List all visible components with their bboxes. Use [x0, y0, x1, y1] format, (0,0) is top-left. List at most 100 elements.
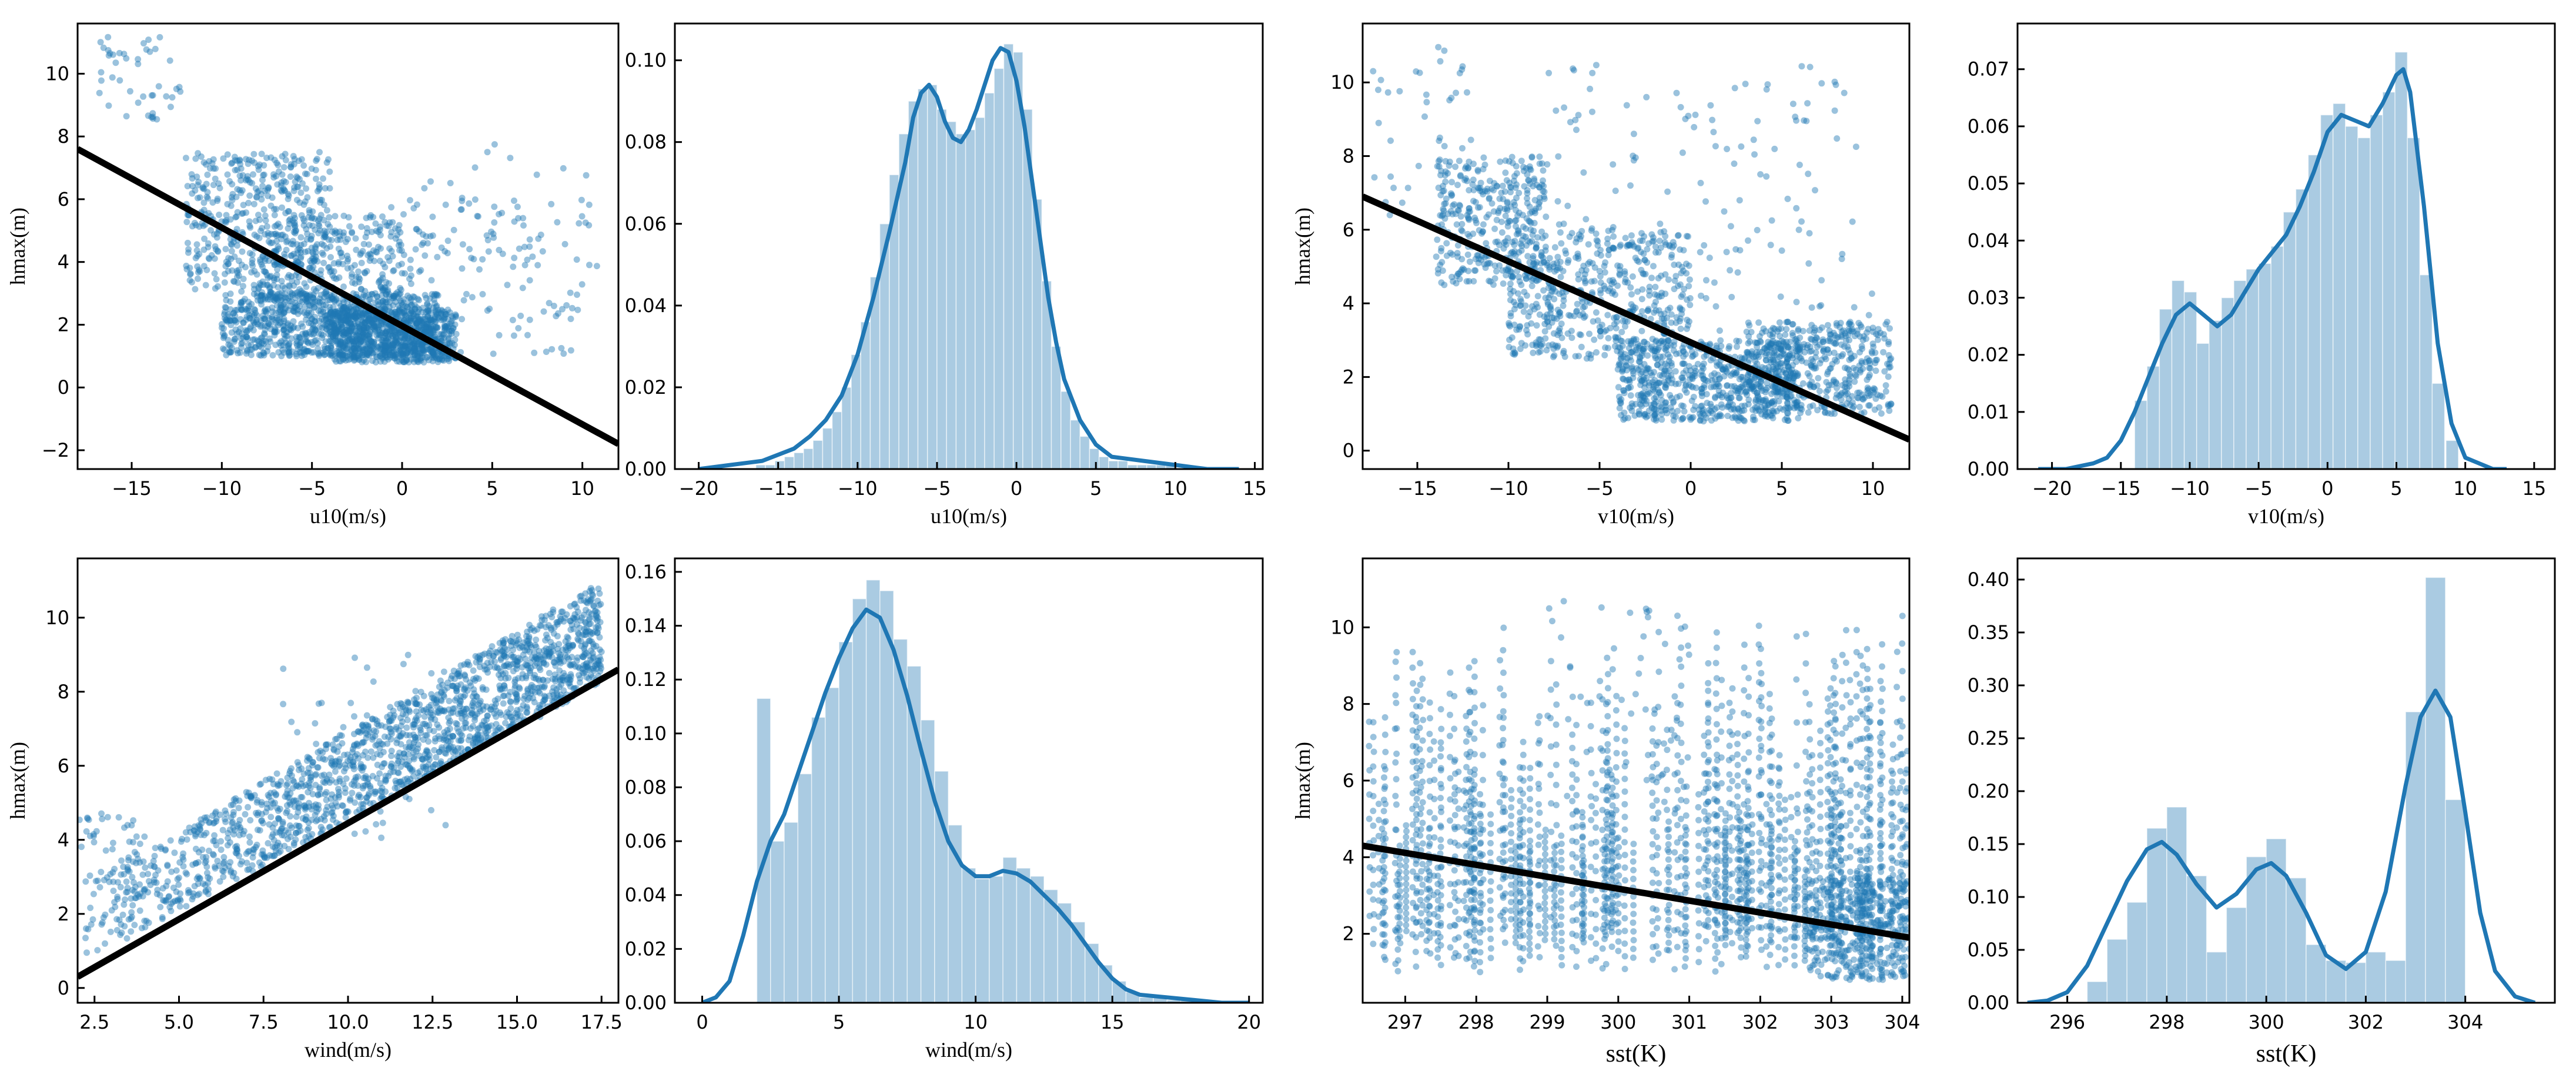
scatter-point — [1655, 340, 1662, 347]
scatter-point — [367, 322, 374, 328]
scatter-point — [1823, 388, 1830, 395]
scatter-point — [1604, 240, 1611, 247]
scatter-point — [559, 306, 566, 313]
scatter-point — [344, 256, 352, 263]
scatter-point — [1792, 342, 1799, 349]
scatter-point — [442, 201, 449, 208]
scatter-point — [1601, 263, 1608, 270]
scatter-point — [135, 99, 142, 106]
scatter-point — [228, 255, 235, 262]
scatter-point — [1480, 221, 1487, 228]
scatter-point — [279, 153, 286, 160]
scatter-point — [271, 332, 278, 339]
scatter-point — [1454, 250, 1461, 257]
scatter-point — [1538, 253, 1545, 260]
x-tick-label: 5 — [486, 477, 498, 500]
scatter-point — [419, 319, 426, 326]
scatter-point — [1844, 385, 1851, 392]
scatter-point — [354, 320, 362, 327]
scatter-point — [290, 160, 297, 168]
scatter-point — [1657, 229, 1664, 236]
scatter-point — [220, 334, 227, 342]
scatter-point — [1615, 361, 1622, 369]
scatter-point — [237, 316, 244, 323]
scatter-point — [402, 334, 409, 341]
scatter-point — [200, 159, 208, 166]
scatter-point — [393, 358, 400, 365]
scatter-point — [275, 168, 282, 175]
scatter-point — [1574, 253, 1581, 260]
scatter-point — [140, 93, 147, 100]
scatter-point — [450, 324, 457, 332]
scatter-point — [1543, 347, 1550, 354]
scatter-point — [1617, 361, 1624, 368]
scatter-point — [396, 222, 403, 229]
scatter-point — [1518, 247, 1525, 254]
scatter-point — [1550, 314, 1557, 322]
scatter-point — [1673, 89, 1680, 96]
scatter-point — [1512, 184, 1519, 191]
x-tick-label: 10 — [1163, 477, 1187, 500]
scatter-point — [1708, 377, 1715, 384]
histogram-bar — [793, 452, 804, 469]
histogram-bar — [2431, 383, 2445, 469]
scatter-point — [1869, 350, 1875, 357]
scatter-point — [1623, 361, 1630, 369]
scatter-point — [353, 305, 359, 312]
scatter-point — [246, 315, 253, 322]
scatter-point — [386, 347, 393, 354]
scatter-point — [278, 179, 285, 186]
scatter-point — [1833, 322, 1840, 329]
scatter-point — [1651, 406, 1658, 413]
scatter-point — [427, 178, 434, 185]
scatter-point — [1458, 227, 1466, 235]
scatter-point — [292, 304, 299, 312]
scatter-point — [1769, 350, 1775, 357]
scatter-point — [1620, 366, 1627, 373]
scatter-point — [1727, 372, 1734, 379]
scatter-point — [214, 195, 221, 202]
scatter-point — [1614, 347, 1621, 354]
scatter-point — [436, 356, 443, 363]
scatter-point — [1805, 260, 1812, 267]
scatter-point — [337, 318, 344, 325]
scatter-point — [366, 257, 373, 264]
scatter-point — [430, 304, 437, 312]
scatter-point — [1796, 162, 1803, 168]
scatter-point — [1547, 310, 1554, 317]
scatter-point — [1754, 351, 1761, 359]
scatter-point — [1630, 152, 1637, 159]
scatter-point — [327, 292, 334, 299]
scatter-point — [282, 339, 289, 346]
scatter-point — [1698, 389, 1705, 396]
scatter-point — [286, 344, 293, 351]
regression-line — [78, 146, 618, 447]
scatter-point — [1811, 324, 1818, 332]
scatter-point — [1625, 376, 1632, 383]
x-tick-label: −10 — [2170, 477, 2210, 500]
scatter-point — [520, 222, 527, 229]
scatter-point — [360, 319, 367, 326]
scatter-point — [216, 185, 223, 192]
scatter-point — [441, 327, 448, 334]
scatter-point — [1494, 238, 1501, 245]
x-axis-label: v10(m/s) — [2248, 504, 2324, 528]
scatter-point — [356, 323, 363, 330]
scatter-point — [1728, 293, 1735, 300]
scatter-point — [396, 291, 403, 298]
scatter-point — [1698, 368, 1705, 375]
scatter-point — [229, 190, 236, 197]
scatter-point — [1623, 377, 1630, 384]
scatter-point — [194, 263, 201, 270]
x-tick-label: 5 — [1090, 477, 1102, 500]
scatter-point — [379, 354, 386, 361]
scatter-point — [398, 334, 405, 341]
scatter-point — [440, 332, 447, 339]
scatter-point — [1588, 278, 1595, 285]
scatter-point — [399, 353, 406, 360]
scatter-point — [237, 349, 243, 356]
scatter-point — [1697, 179, 1704, 186]
scatter-point — [1872, 360, 1879, 366]
scatter-point — [1692, 384, 1700, 391]
scatter-point — [1662, 384, 1668, 391]
